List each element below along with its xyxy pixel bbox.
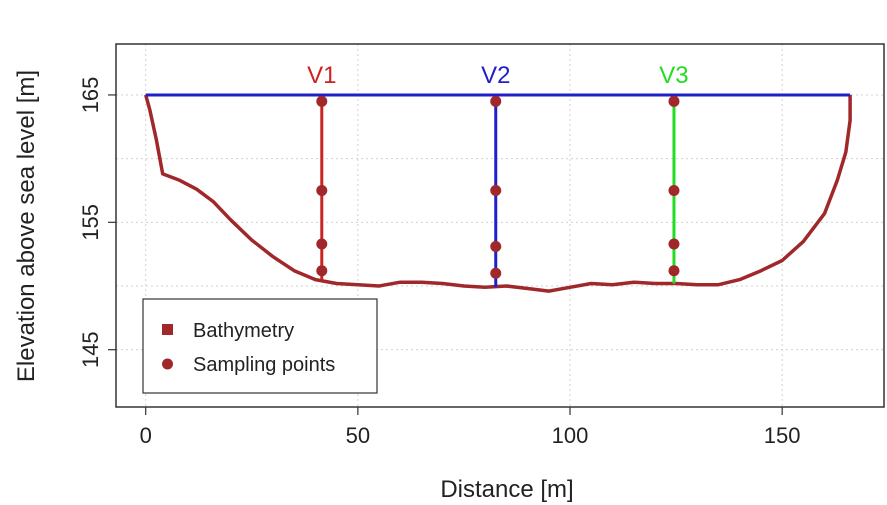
x-tick-label-150: 150 [764,423,801,448]
sampling-point-v3-4 [668,265,680,277]
y-axis-title: Elevation above sea level [m] [13,70,40,382]
plot-frame [115,43,885,408]
y-axis-ticks: 145 155 165 [78,77,116,368]
vertical-label-v3: V3 [659,62,688,89]
legend-marker-sampling-points [162,358,173,370]
sampling-point-v3-2 [668,184,680,196]
legend-marker-bathymetry [162,324,173,335]
sampling-point-v1-3 [316,238,328,250]
legend-label-bathymetry: Bathymetry [193,320,294,342]
vertical-labels: V1 V2 V3 [307,62,689,89]
vertical-label-v1: V1 [307,62,336,89]
legend-label-sampling-points: Sampling points [193,354,335,376]
sampling-point-v1-4 [316,265,328,277]
sampling-point-v1-1 [316,95,328,107]
sampling-point-v3-1 [668,95,680,107]
x-axis-title: Distance [m] [440,476,573,503]
sampling-point-v2-3 [490,241,502,253]
sampling-points-layer [316,95,680,279]
x-axis-ticks: 0 50 100 150 [140,407,801,448]
legend-box [142,298,378,394]
y-tick-label-145: 145 [78,331,103,368]
sampling-point-v3-3 [668,238,680,250]
x-tick-label-100: 100 [552,423,589,448]
y-tick-label-155: 155 [78,204,103,241]
legend: Bathymetry Sampling points [142,298,378,394]
sampling-point-v2-1 [490,95,502,107]
x-tick-label-0: 0 [140,423,152,448]
sampling-point-v2-4 [490,267,502,279]
y-tick-label-165: 165 [78,77,103,114]
vertical-label-v2: V2 [481,62,510,89]
sampling-point-v1-2 [316,184,328,196]
sampling-point-v2-2 [490,184,502,196]
x-tick-label-50: 50 [346,423,370,448]
